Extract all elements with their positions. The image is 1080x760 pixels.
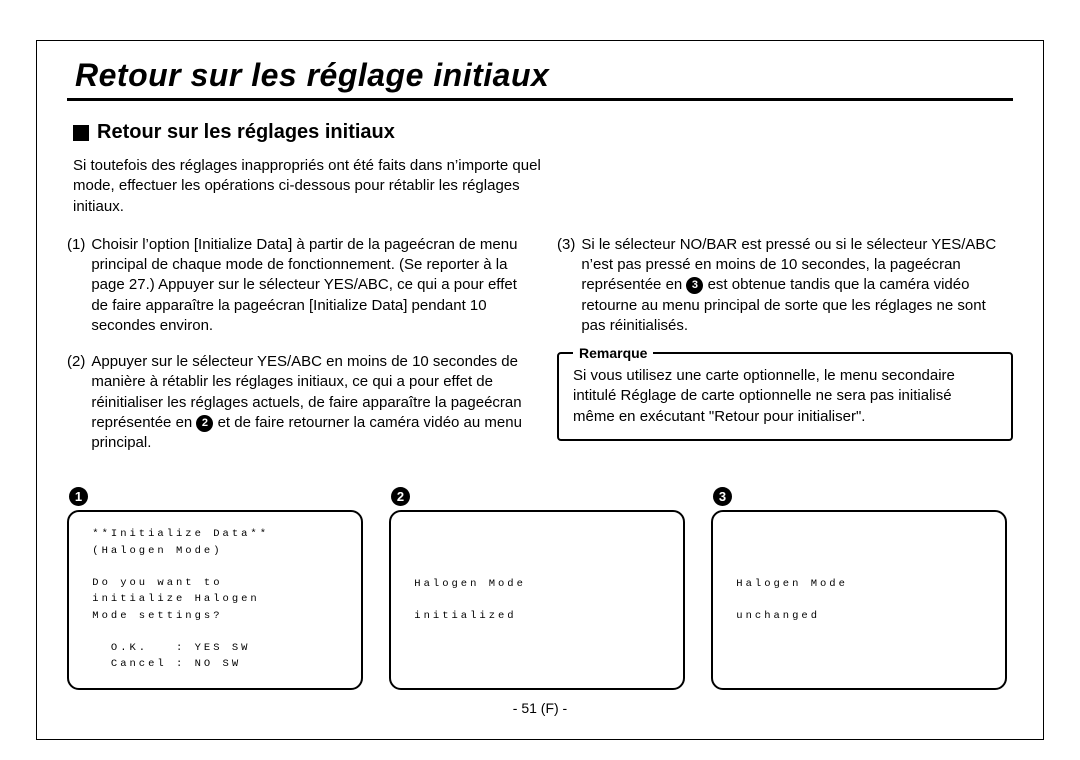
screen-badge-1: 1 <box>69 487 363 506</box>
screen-3: Halogen Mode unchanged <box>711 510 1007 690</box>
step-number: (1) <box>67 235 85 336</box>
screen-badge-3: 3 <box>713 487 1007 506</box>
page: Retour sur les réglage initiaux Retour s… <box>0 0 1080 760</box>
step-text: Appuyer sur le sélecteur YES/ABC en moin… <box>91 352 523 453</box>
content-frame: Retour sur les réglage initiaux Retour s… <box>36 40 1044 740</box>
circled-2-icon: 2 <box>391 487 410 506</box>
screen-row: 1 **Initialize Data** (Halogen Mode) Do … <box>67 487 1013 690</box>
remark-text: Si vous utilisez une carte optionnelle, … <box>573 367 955 425</box>
circled-3-icon: 3 <box>713 487 732 506</box>
circled-2-icon: 2 <box>196 412 213 432</box>
step-1: (1) Choisir l’option [Initialize Data] à… <box>67 235 523 336</box>
screen-1-wrap: 1 **Initialize Data** (Halogen Mode) Do … <box>67 487 363 690</box>
remark-box: Remarque Si vous utilisez une carte opti… <box>557 352 1013 441</box>
step-2: (2) Appuyer sur le sélecteur YES/ABC en … <box>67 352 523 453</box>
step-text: Si le sélecteur NO/BAR est pressé ou si … <box>581 235 1013 336</box>
page-title: Retour sur les réglage initiaux <box>75 57 1013 94</box>
circled-1-icon: 1 <box>69 487 88 506</box>
circled-3-icon: 3 <box>686 274 703 294</box>
left-column: (1) Choisir l’option [Initialize Data] à… <box>67 235 523 470</box>
step-number: (3) <box>557 235 575 336</box>
section-title-text: Retour sur les réglages initiaux <box>97 121 395 144</box>
remark-label: Remarque <box>573 344 653 363</box>
section-heading: Retour sur les réglages initiaux <box>73 121 1013 144</box>
page-number: - 51 (F) - <box>67 700 1013 716</box>
screen-2: Halogen Mode initialized <box>389 510 685 690</box>
square-bullet-icon <box>73 125 89 141</box>
two-column-body: (1) Choisir l’option [Initialize Data] à… <box>67 235 1013 470</box>
step-number: (2) <box>67 352 85 453</box>
screen-3-wrap: 3 Halogen Mode unchanged <box>711 487 1007 690</box>
screen-1: **Initialize Data** (Halogen Mode) Do yo… <box>67 510 363 690</box>
right-column: (3) Si le sélecteur NO/BAR est pressé ou… <box>557 235 1013 470</box>
screen-badge-2: 2 <box>391 487 685 506</box>
step-3: (3) Si le sélecteur NO/BAR est pressé ou… <box>557 235 1013 336</box>
screen-2-wrap: 2 Halogen Mode initialized <box>389 487 685 690</box>
title-rule <box>67 98 1013 101</box>
step-text: Choisir l’option [Initialize Data] à par… <box>91 235 523 336</box>
intro-paragraph: Si toutefois des réglages inappropriés o… <box>73 156 543 217</box>
